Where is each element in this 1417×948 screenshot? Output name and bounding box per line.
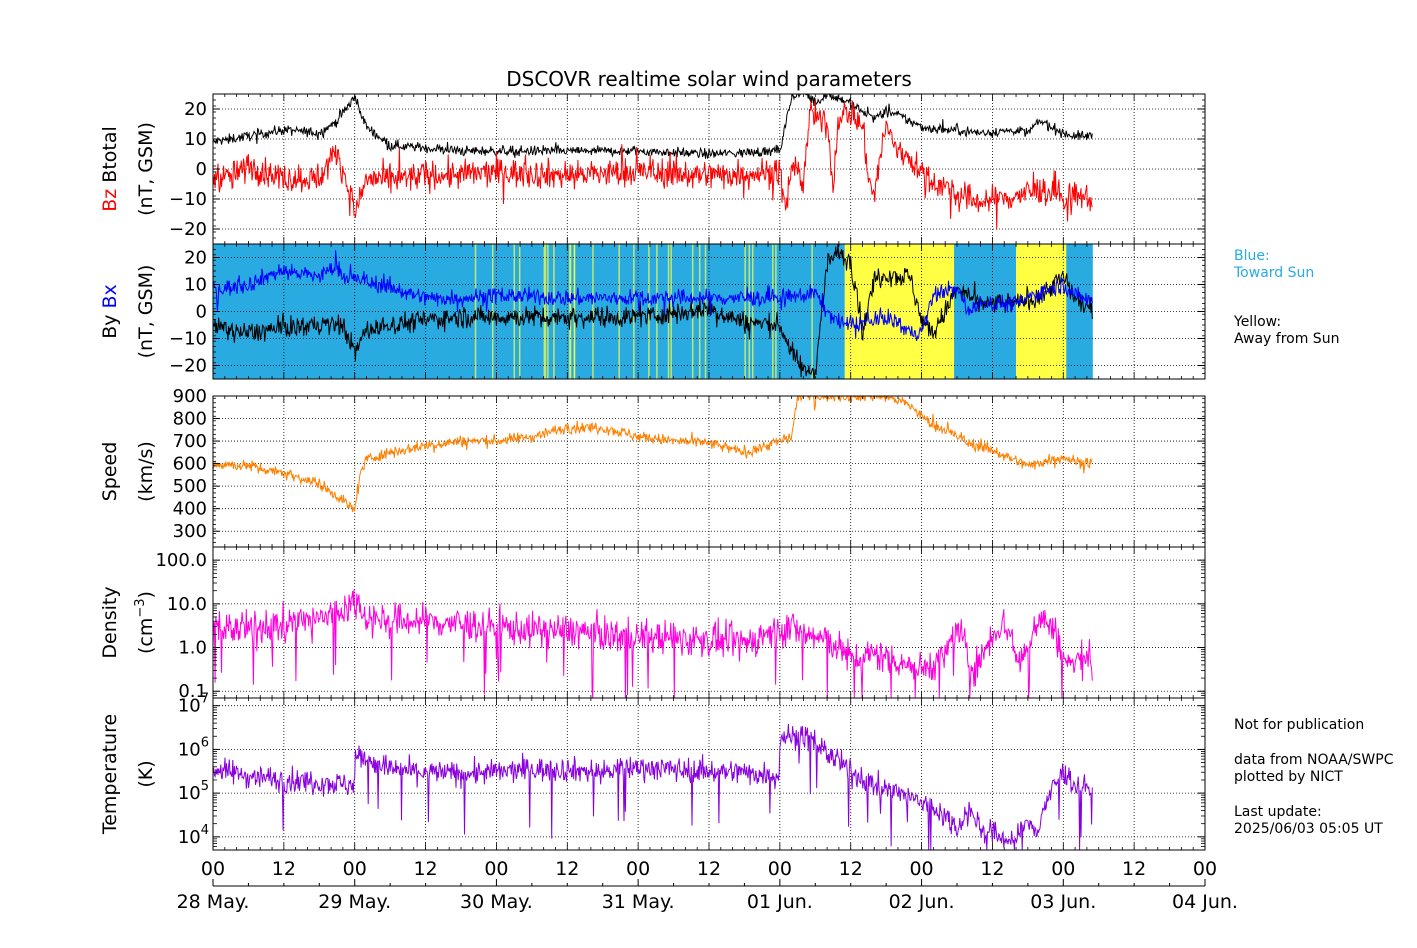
y-tick-label: 700 [173,431,207,452]
date-label: 02 Jun. [889,891,955,913]
x-tick-label: 12 [839,858,863,880]
y-tick-label: 20 [184,99,207,120]
y-tick-label: 100.0 [155,550,207,571]
y-axis-label-units: (K) [135,760,157,787]
sector-flicker [748,244,751,379]
x-tick-label: 12 [697,858,721,880]
sector-flicker [775,244,777,379]
x-tick-label: 00 [1193,858,1217,880]
y-tick-label: 106 [178,735,209,760]
date-label: 04 Jun. [1172,891,1238,913]
series-temperature [213,723,1093,850]
grid-lines [213,94,1205,850]
sector-band-away [844,244,955,379]
legend-yellow-text: Away from Sun [1234,331,1340,347]
last-update-value: 2025/06/03 05:05 UT [1234,821,1383,837]
sector-flicker [670,244,672,379]
sector-flicker [543,244,546,379]
x-tick-label: 12 [272,858,296,880]
x-axis: 00 12 00 12 00 12 00 12 00 12 00 12 00 12 00 28 May. 29 … [177,858,1238,913]
not-for-publication-note: Not for publication [1234,717,1365,733]
last-update-label: Last update: [1234,804,1322,820]
sector-bands [213,244,1093,379]
y-tick-label: 10.0 [167,594,207,615]
y-tick-label: −10 [169,329,207,350]
y-tick-label: −20 [169,356,207,377]
y-tick-label: 107 [178,692,209,717]
sector-flicker [592,244,594,379]
y-tick-label: 800 [173,409,207,430]
chart-title: DSCOVR realtime solar wind parameters [506,67,912,91]
y-axis-label-primary: By Bx [99,284,121,339]
series-density [213,589,1093,698]
y-tick-label: 10 [184,129,207,150]
x-tick-label: 00 [484,858,508,880]
sector-band-toward [1066,244,1093,379]
y-axis-label-primary: Speed [99,442,121,502]
data-series [213,94,1093,850]
y-axes: −20 −10 0 10 20 Bz Btotal (nT, GSM) −20 −10 0 10 20… [99,93,1205,851]
y-tick-label: 20 [184,248,207,269]
x-tick-label: 00 [201,858,225,880]
x-tick-label: 00 [909,858,933,880]
date-label: 01 Jun. [747,891,813,913]
y-tick-label: −10 [169,189,207,210]
sector-flicker [547,244,549,379]
sector-flicker [744,244,746,379]
sector-flicker [544,244,547,379]
x-tick-label: 00 [343,858,367,880]
date-label: 29 May. [318,891,391,913]
sector-flicker [751,244,754,379]
sector-flicker [618,244,620,379]
sector-flicker [772,244,774,379]
legend-yellow-label: Yellow: [1234,314,1282,330]
x-tick-label: 00 [1051,858,1075,880]
y-tick-label: 104 [178,823,209,848]
series-bz [213,100,1093,230]
date-label: 31 May. [602,891,675,913]
series-btotal [213,94,1093,159]
series-bx [213,250,1093,341]
y-tick-label: 400 [173,499,207,520]
y-tick-label: −20 [169,219,207,240]
y-axis-label-units: (nT, GSM) [135,265,157,359]
y-tick-label: 0 [196,159,207,180]
y-axis-label-primary: Bz Btotal [99,126,121,212]
x-tick-label: 00 [768,858,792,880]
x-tick-label: 00 [626,858,650,880]
sector-flicker [513,244,516,379]
sector-flicker [811,244,813,379]
y-tick-label: 500 [173,476,207,497]
y-axis-label-units: (nT, GSM) [135,122,157,216]
y-tick-label: 105 [178,779,209,804]
legend-blue-label: Blue: [1234,248,1270,264]
y-tick-label: 10 [184,275,207,296]
y-axis-label-units: (km/s) [135,441,157,502]
x-tick-label: 12 [980,858,1004,880]
y-tick-label: 0.1 [178,681,207,702]
x-tick-label: 12 [555,858,579,880]
data-source-note: data from NOAA/SWPC [1234,752,1394,768]
y-axis-label-units: (cm−3) [133,591,157,654]
y-axis-label-primary: Density [99,586,121,658]
sector-flicker [553,244,555,379]
y-tick-label: 600 [173,454,207,475]
y-tick-label: 0 [196,302,207,323]
x-tick-label: 12 [1122,858,1146,880]
sector-flicker [656,244,658,379]
series-speed [213,396,1093,513]
series-by [213,244,1093,379]
date-label: 28 May. [177,891,250,913]
plotted-by-note: plotted by NICT [1234,769,1343,785]
y-tick-label: 900 [173,386,207,407]
date-label: 30 May. [460,891,533,913]
legend-blue-text: Toward Sun [1234,265,1315,281]
y-tick-label: 1.0 [178,638,207,659]
y-tick-label: 300 [173,521,207,542]
x-tick-label: 12 [413,858,437,880]
date-label: 03 Jun. [1030,891,1096,913]
y-axis-label-primary: Temperature [99,714,121,835]
